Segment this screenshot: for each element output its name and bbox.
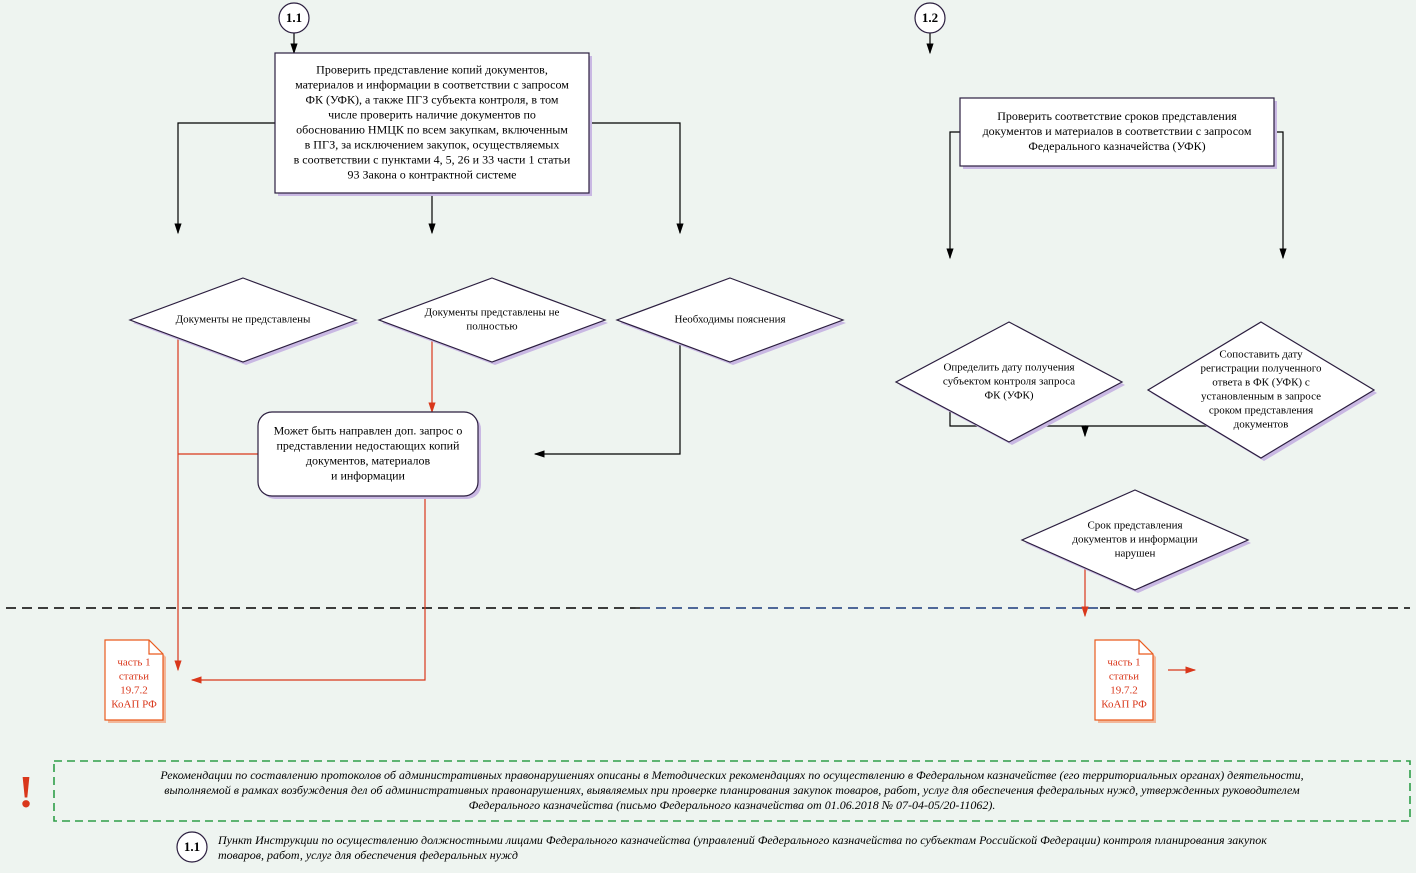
svg-text:19.7.2: 19.7.2 bbox=[120, 685, 148, 697]
svg-text:товаров, работ, услуг для обес: товаров, работ, услуг для обеспечения фе… bbox=[218, 848, 518, 862]
svg-text:КоАП РФ: КоАП РФ bbox=[111, 699, 157, 711]
svg-text:документов и информации: документов и информации bbox=[1072, 534, 1197, 546]
svg-text:ФК (УФК): ФК (УФК) bbox=[984, 390, 1033, 402]
svg-text:Федерального казначейства (УФК: Федерального казначейства (УФК) bbox=[1028, 139, 1205, 153]
svg-text:в соответствии с пунктами 4, 5: в соответствии с пунктами 4, 5, 26 и 33 … bbox=[294, 152, 571, 166]
flowchart-diagram: Проверить представление копий документов… bbox=[0, 0, 1416, 873]
svg-text:Проверить соответствие сроков: Проверить соответствие сроков представле… bbox=[997, 109, 1237, 123]
svg-text:числе проверить наличие докуме: числе проверить наличие документов по bbox=[328, 107, 536, 121]
svg-text:Проверить представление копий: Проверить представление копий документов… bbox=[316, 62, 548, 76]
svg-text:выполняемой в рамках возбужден: выполняемой в рамках возбуждения дел об … bbox=[164, 783, 1300, 797]
svg-text:сроком представления: сроком представления bbox=[1209, 405, 1313, 417]
svg-text:субъектом контроля запроса: субъектом контроля запроса bbox=[943, 376, 1075, 388]
svg-text:Пункт Инструкции по осуществле: Пункт Инструкции по осуществлению должно… bbox=[217, 833, 1267, 847]
svg-text:ответа в ФК (УФК) с: ответа в ФК (УФК) с bbox=[1212, 377, 1310, 389]
svg-text:материалов и информации в соот: материалов и информации в соответствии с… bbox=[295, 77, 569, 91]
svg-text:представлении недостающих копи: представлении недостающих копий bbox=[277, 438, 461, 452]
svg-text:Федерального казначейства (пис: Федерального казначейства (письмо Федера… bbox=[469, 798, 996, 812]
svg-text:Сопоставить дату: Сопоставить дату bbox=[1219, 349, 1303, 361]
svg-text:документов: документов bbox=[1234, 419, 1289, 431]
svg-text:документов, материалов: документов, материалов bbox=[306, 453, 431, 467]
svg-text:полностью: полностью bbox=[466, 321, 517, 333]
svg-text:Определить дату получения: Определить дату получения bbox=[943, 362, 1074, 374]
svg-text:в ПГЗ, за исключением закупок,: в ПГЗ, за исключением закупок, осуществл… bbox=[305, 137, 560, 151]
svg-text:!: ! bbox=[18, 766, 33, 817]
svg-text:нарушен: нарушен bbox=[1115, 548, 1156, 560]
svg-text:КоАП РФ: КоАП РФ bbox=[1101, 699, 1147, 711]
svg-text:статьи: статьи bbox=[119, 671, 149, 683]
svg-text:Рекомендации по составлению пр: Рекомендации по составлению протоколов о… bbox=[159, 768, 1303, 782]
svg-text:93 Закона о контрактной систем: 93 Закона о контрактной системе bbox=[348, 167, 517, 181]
svg-text:Необходимы пояснения: Необходимы пояснения bbox=[674, 314, 785, 326]
svg-text:и информации: и информации bbox=[331, 468, 406, 482]
svg-text:1.1: 1.1 bbox=[184, 839, 200, 854]
svg-text:часть 1: часть 1 bbox=[1107, 657, 1140, 669]
svg-text:ФК (УФК), а также ПГЗ субъекта: ФК (УФК), а также ПГЗ субъекта контроля,… bbox=[305, 92, 558, 106]
svg-text:обоснованию НМЦК по всем закуп: обоснованию НМЦК по всем закупкам, включ… bbox=[296, 122, 568, 136]
svg-text:часть 1: часть 1 bbox=[117, 657, 150, 669]
svg-text:установленным в запросе: установленным в запросе bbox=[1201, 391, 1321, 403]
svg-text:регистрации полученного: регистрации полученного bbox=[1200, 363, 1322, 375]
svg-text:1.1: 1.1 bbox=[286, 10, 302, 25]
svg-text:19.7.2: 19.7.2 bbox=[1110, 685, 1138, 697]
svg-text:Документы не представлены: Документы не представлены bbox=[176, 314, 311, 326]
svg-text:документов и материалов в соот: документов и материалов в соответствии с… bbox=[983, 124, 1252, 138]
svg-text:Документы представлены не: Документы представлены не bbox=[425, 307, 560, 319]
svg-text:1.2: 1.2 bbox=[922, 10, 938, 25]
svg-text:Срок представления: Срок представления bbox=[1087, 520, 1182, 532]
svg-text:Может быть направлен доп. запр: Может быть направлен доп. запрос о bbox=[274, 423, 463, 437]
svg-text:статьи: статьи bbox=[1109, 671, 1139, 683]
